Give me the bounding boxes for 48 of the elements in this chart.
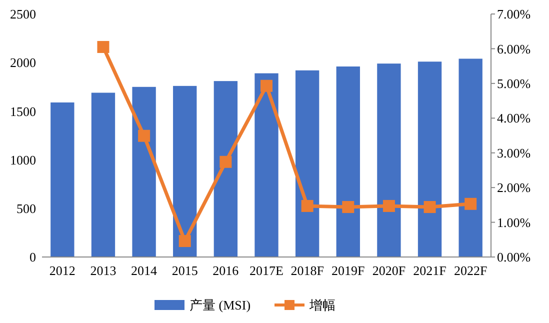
y-tick-label: 1000	[10, 152, 36, 168]
y2-tick-label: 4.00%	[497, 110, 531, 126]
x-tick-label: 2015	[172, 263, 198, 278]
bar	[336, 66, 360, 257]
y2-tick-label: 1.00%	[497, 214, 531, 230]
y-tick-label: 0	[30, 250, 36, 265]
x-tick-label: 2021F	[413, 263, 446, 278]
point	[178, 235, 191, 248]
y-tick-label: 1500	[10, 104, 36, 119]
point	[342, 201, 354, 214]
x-tick-label: 2012	[49, 263, 76, 278]
point	[220, 156, 232, 168]
bar	[50, 102, 74, 257]
y-tick-label: 2000	[10, 55, 36, 70]
point	[260, 80, 272, 92]
point	[301, 200, 314, 212]
point	[424, 201, 436, 214]
bar	[214, 81, 238, 257]
x-tick-label: 2014	[131, 263, 158, 278]
x-tick-label: 2019F	[332, 263, 365, 278]
y2-tick-label: 7.00%	[497, 6, 531, 22]
bar	[295, 70, 320, 257]
point	[138, 130, 150, 142]
y2-tick-label: 0.00%	[497, 250, 531, 265]
bar	[254, 73, 278, 257]
legend-label: 产量 (MSI)	[190, 298, 251, 313]
y-tick-label: 2500	[10, 6, 36, 22]
x-tick-label: 2018F	[290, 263, 324, 278]
bar	[377, 64, 401, 257]
point	[382, 200, 395, 212]
x-tick-label: 2016	[212, 263, 240, 278]
bar	[132, 86, 156, 257]
point	[97, 40, 110, 53]
y-tick-label: 500	[16, 200, 36, 216]
x-tick-label: 2022F	[454, 263, 488, 278]
bar	[418, 62, 442, 257]
x-tick-label: 2020F	[372, 263, 406, 278]
y2-tick-label: 2.00%	[497, 180, 531, 196]
bar	[91, 92, 116, 257]
point	[464, 198, 477, 210]
y2-tick-label: 5.00%	[497, 76, 531, 91]
bar	[173, 86, 197, 257]
x-tick-label: 2017E	[250, 263, 284, 278]
y2-tick-label: 3.00%	[497, 145, 531, 160]
y2-tick-label: 6.00%	[497, 41, 531, 56]
x-tick-label: 2013	[90, 263, 116, 278]
bar	[458, 58, 482, 257]
legend-label: 增幅	[308, 298, 336, 313]
